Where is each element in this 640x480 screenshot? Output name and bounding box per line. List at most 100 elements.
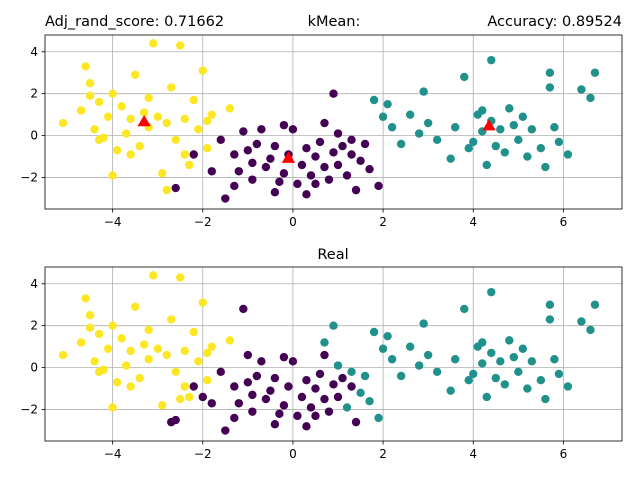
scatter-point: [216, 135, 226, 145]
scatter-point: [207, 399, 216, 408]
scatter-point: [338, 141, 347, 151]
scatter-point: [216, 367, 226, 377]
scatter-point: [306, 403, 316, 412]
scatter-point: [139, 340, 149, 349]
scatter-point: [270, 188, 280, 197]
scatter-point: [275, 177, 284, 186]
scatter-point: [171, 135, 180, 145]
x-tick-label: 4: [469, 215, 477, 229]
scatter-point: [176, 41, 185, 50]
x-tick-label: −2: [194, 447, 212, 461]
scatter-point: [496, 357, 505, 366]
scatter-point: [76, 106, 86, 115]
scatter-point: [284, 382, 293, 391]
scatter-point: [360, 139, 370, 149]
scatter-point: [207, 110, 216, 119]
scatter-point: [126, 346, 135, 356]
scatter-point: [279, 401, 289, 410]
scatter-point: [270, 141, 280, 151]
scatter-point: [180, 346, 189, 356]
scatter-point: [329, 380, 338, 389]
scatter-point: [266, 386, 275, 395]
scatter-point: [500, 380, 509, 389]
scatter-point: [203, 376, 212, 385]
scatter-point: [185, 160, 194, 170]
scatter-point: [302, 376, 311, 385]
scatter-point: [108, 403, 117, 412]
scatter-point: [117, 102, 126, 111]
scatter-point: [257, 125, 266, 134]
scatter-point: [207, 167, 216, 176]
scatter-point: [590, 68, 600, 77]
scatter-point: [121, 129, 131, 138]
scatter-point: [478, 106, 487, 115]
scatter-point: [252, 139, 262, 149]
scatter-point: [387, 123, 397, 132]
scatter-point: [360, 371, 370, 381]
x-tick-label: 6: [560, 215, 568, 229]
scatter-point: [541, 162, 550, 172]
scatter-point: [293, 411, 302, 421]
scatter-point: [117, 334, 126, 343]
scatter-point: [180, 114, 189, 124]
axes-frame: [44, 266, 623, 442]
scatter-point: [545, 68, 555, 77]
scatter-point: [279, 120, 289, 130]
scatter-point: [514, 135, 523, 145]
scatter-point: [378, 344, 388, 353]
kmean-title: kMean:: [308, 14, 361, 30]
scatter-point: [590, 300, 600, 309]
scatter-point: [320, 118, 329, 128]
scatter-point: [248, 175, 257, 184]
scatter-point: [302, 190, 311, 199]
scatter-point: [311, 411, 320, 421]
scatter-point: [378, 112, 388, 121]
scatter-point: [405, 342, 415, 351]
scatter-point: [221, 426, 230, 435]
real-title: Real: [317, 247, 348, 263]
scatter-point: [81, 294, 90, 303]
scatter-point: [198, 298, 207, 307]
scatter-point: [293, 179, 302, 189]
scatter-point: [419, 319, 428, 328]
scatter-point: [514, 367, 523, 377]
y-tick-label: 0: [30, 361, 38, 375]
scatter-point: [554, 369, 564, 379]
scatter-point: [320, 338, 329, 347]
scatter-point: [554, 137, 564, 147]
scatter-point: [158, 401, 167, 410]
scatter-point: [387, 355, 397, 364]
scatter-point: [545, 300, 555, 309]
scatter-point: [523, 384, 532, 393]
scatter-point: [261, 394, 271, 404]
scatter-point: [577, 317, 586, 326]
scatter-point: [536, 376, 546, 385]
scatter-point: [496, 125, 505, 134]
scatter-point: [108, 171, 117, 180]
scatter-point: [396, 139, 406, 149]
scatter-point: [432, 367, 442, 377]
scatter-point: [347, 382, 356, 391]
scatter-point: [239, 304, 248, 314]
scatter-point: [257, 357, 266, 366]
scatter-point: [207, 342, 216, 351]
scatter-point: [320, 350, 329, 360]
scatter-point: [90, 125, 99, 134]
scatter-point: [487, 348, 496, 358]
y-tick-label: 0: [30, 129, 38, 143]
scatter-point: [536, 144, 546, 153]
scatter-point: [139, 108, 149, 117]
scatter-point: [185, 392, 194, 402]
scatter-point: [279, 169, 289, 178]
scatter-point: [230, 382, 239, 391]
scatter-point: [243, 350, 253, 360]
scatter-point: [469, 369, 478, 379]
scatter-point: [329, 148, 338, 157]
scatter-point: [351, 417, 361, 427]
scatter-point: [374, 413, 383, 423]
scatter-point: [414, 129, 424, 138]
scatter-point: [270, 420, 280, 429]
x-tick-label: 4: [469, 447, 477, 461]
